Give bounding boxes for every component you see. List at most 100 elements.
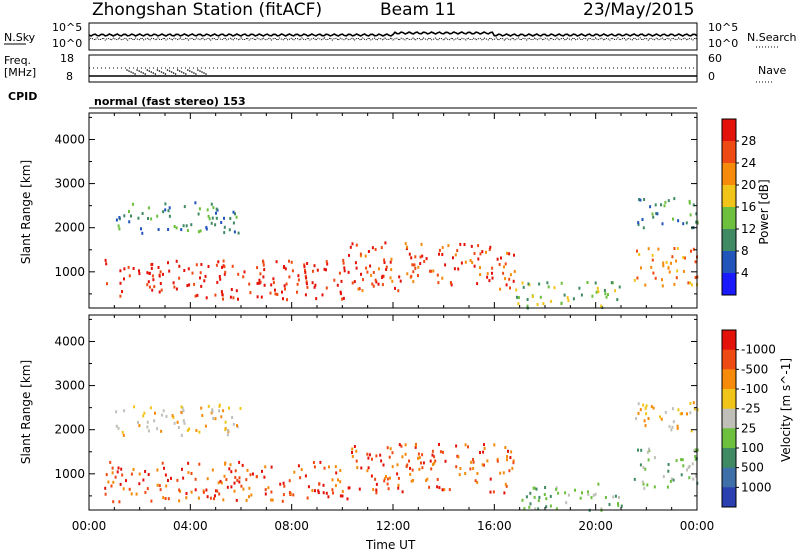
data-cell [375,454,378,458]
data-cell [696,408,699,412]
data-cell [293,470,296,474]
data-cell [504,277,507,281]
data-cell [215,207,218,211]
data-cell [557,491,560,495]
data-cell [692,247,695,251]
data-cell [119,294,122,298]
data-cell [167,228,170,231]
data-cell [508,277,511,281]
data-cell [641,218,644,221]
data-cell [644,424,647,428]
data-cell [176,478,179,482]
data-cell [163,466,165,470]
data-cell [160,288,163,292]
data-cell [521,281,524,285]
data-cell [414,443,417,447]
data-cell [188,283,191,287]
data-cell [431,453,434,457]
data-cell [574,488,576,492]
data-cell [211,216,214,220]
data-cell [414,445,417,449]
nsearch-label: N.Search [747,31,797,44]
data-cell [672,478,675,482]
data-cell [680,458,683,462]
data-cell [239,407,242,410]
data-cell [187,471,190,475]
data-cell [691,462,694,466]
nsky-series-line [88,31,698,37]
data-cell [271,498,274,502]
data-cell [279,482,282,486]
data-cell [667,199,670,203]
nave-scatter-point [148,70,151,72]
data-cell [692,203,695,207]
data-cell [147,206,150,210]
data-cell [317,489,320,493]
velocity-colorbar-tick: 1000 [741,480,772,494]
data-cell [341,489,344,493]
data-cell [194,477,197,481]
data-cell [282,297,284,301]
data-cell [351,447,354,451]
data-cell [325,491,328,495]
data-cell [132,267,135,270]
data-cell [464,443,467,447]
power-colorbar-segment [722,207,736,230]
data-cell [315,297,318,301]
data-cell [147,280,150,284]
data-cell [560,302,563,305]
data-cell [529,502,532,506]
data-cell [473,252,476,255]
data-cell [605,295,608,299]
data-cell [264,492,267,496]
data-cell [515,288,518,292]
data-cell [633,278,636,282]
data-cell [222,498,225,502]
data-cell [270,490,273,494]
data-cell [249,473,252,477]
data-cell [638,253,641,256]
data-cell [367,456,370,460]
data-cell [382,463,385,467]
data-cell [208,217,211,221]
data-cell [470,460,473,464]
data-cell [259,280,262,284]
data-cell [567,299,570,303]
data-cell [469,467,472,471]
velocity-colorbar-tick: -500 [741,362,768,376]
data-cell [220,290,223,294]
data-cell [233,230,236,234]
data-cell [472,460,475,464]
data-cell [297,464,300,468]
data-cell [121,473,124,477]
data-cell [679,412,682,416]
data-cell [147,429,150,433]
data-cell [230,485,233,489]
data-cell [386,446,389,450]
data-cell [197,230,200,234]
data-cell [125,479,127,483]
data-cell [643,198,646,201]
data-cell [638,198,641,201]
data-cell [325,268,327,272]
data-cell [215,211,217,215]
data-cell [443,488,446,492]
data-cell [666,485,669,489]
data-cell [360,466,363,470]
data-cell [546,281,549,285]
data-cell [651,253,654,257]
data-cell [386,482,389,486]
data-cell [464,260,467,264]
data-cell [258,281,261,285]
data-cell [419,255,422,259]
data-cell [281,499,284,503]
data-cell [476,472,479,475]
power-colorbar-segment [722,119,736,142]
data-cell [529,491,532,495]
data-cell [367,466,370,470]
data-cell [423,260,426,263]
data-cell [685,221,688,225]
data-cell [158,484,161,488]
data-cell [288,491,291,494]
data-cell [509,286,511,290]
